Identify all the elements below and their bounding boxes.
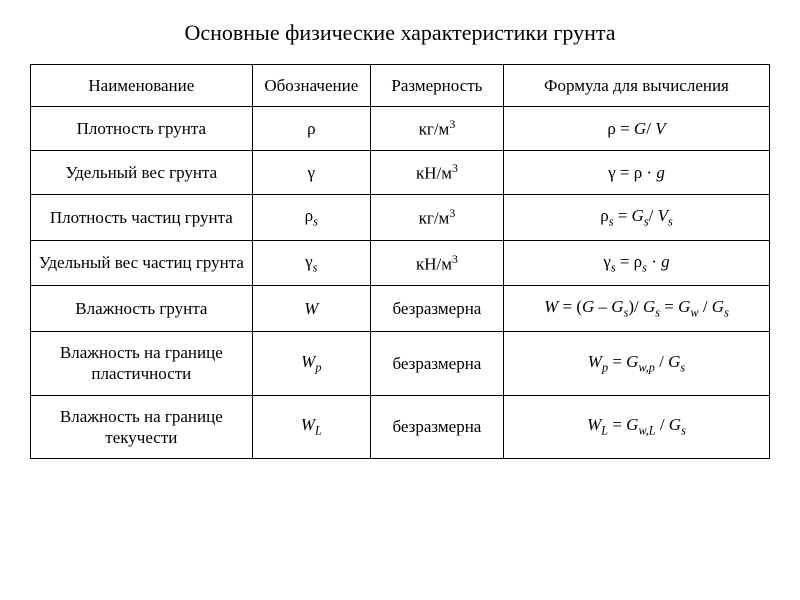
cell-symbol: WL [252, 395, 370, 459]
cell-name: Влажность на границе пластичности [31, 332, 253, 396]
cell-name: Влажность грунта [31, 286, 253, 332]
cell-dimension: безразмерна [370, 395, 503, 459]
cell-symbol: γ [252, 151, 370, 195]
cell-formula: γs = ρs · g [503, 240, 769, 286]
cell-formula: ρ = G/ V [503, 107, 769, 151]
cell-symbol: γs [252, 240, 370, 286]
cell-formula: Wp = Gw,p / Gs [503, 332, 769, 396]
cell-symbol: Wp [252, 332, 370, 396]
table-row: Удельный вес грунта γ кН/м3 γ = ρ · g [31, 151, 770, 195]
col-header-symbol: Обозначение [252, 65, 370, 107]
col-header-dimension: Размерность [370, 65, 503, 107]
table-header-row: Наименование Обозначение Размерность Фор… [31, 65, 770, 107]
cell-name: Удельный вес грунта [31, 151, 253, 195]
cell-dimension: безразмерна [370, 286, 503, 332]
table-row: Плотность грунта ρ кг/м3 ρ = G/ V [31, 107, 770, 151]
table-row: Влажность на границе текучести WL безраз… [31, 395, 770, 459]
table-row: Плотность частиц грунта ρs кг/м3 ρs = Gs… [31, 195, 770, 241]
cell-name: Плотность грунта [31, 107, 253, 151]
cell-symbol: ρs [252, 195, 370, 241]
cell-formula: W = (G – Gs)/ Gs = Gw / Gs [503, 286, 769, 332]
col-header-formula: Формула для вычисления [503, 65, 769, 107]
cell-symbol: ρ [252, 107, 370, 151]
table-row: Влажность грунта W безразмерна W = (G – … [31, 286, 770, 332]
table-row: Влажность на границе пластичности Wp без… [31, 332, 770, 396]
cell-name: Удельный вес частиц грунта [31, 240, 253, 286]
cell-formula: WL = Gw,L / Gs [503, 395, 769, 459]
cell-name: Плотность частиц грунта [31, 195, 253, 241]
cell-dimension: кН/м3 [370, 151, 503, 195]
col-header-name: Наименование [31, 65, 253, 107]
cell-name: Влажность на границе текучести [31, 395, 253, 459]
cell-dimension: кг/м3 [370, 195, 503, 241]
page-title: Основные физические характеристики грунт… [30, 20, 770, 46]
cell-dimension: безразмерна [370, 332, 503, 396]
cell-dimension: кН/м3 [370, 240, 503, 286]
table-row: Удельный вес частиц грунта γs кН/м3 γs =… [31, 240, 770, 286]
cell-formula: ρs = Gs/ Vs [503, 195, 769, 241]
cell-symbol: W [252, 286, 370, 332]
cell-formula: γ = ρ · g [503, 151, 769, 195]
cell-dimension: кг/м3 [370, 107, 503, 151]
properties-table: Наименование Обозначение Размерность Фор… [30, 64, 770, 459]
